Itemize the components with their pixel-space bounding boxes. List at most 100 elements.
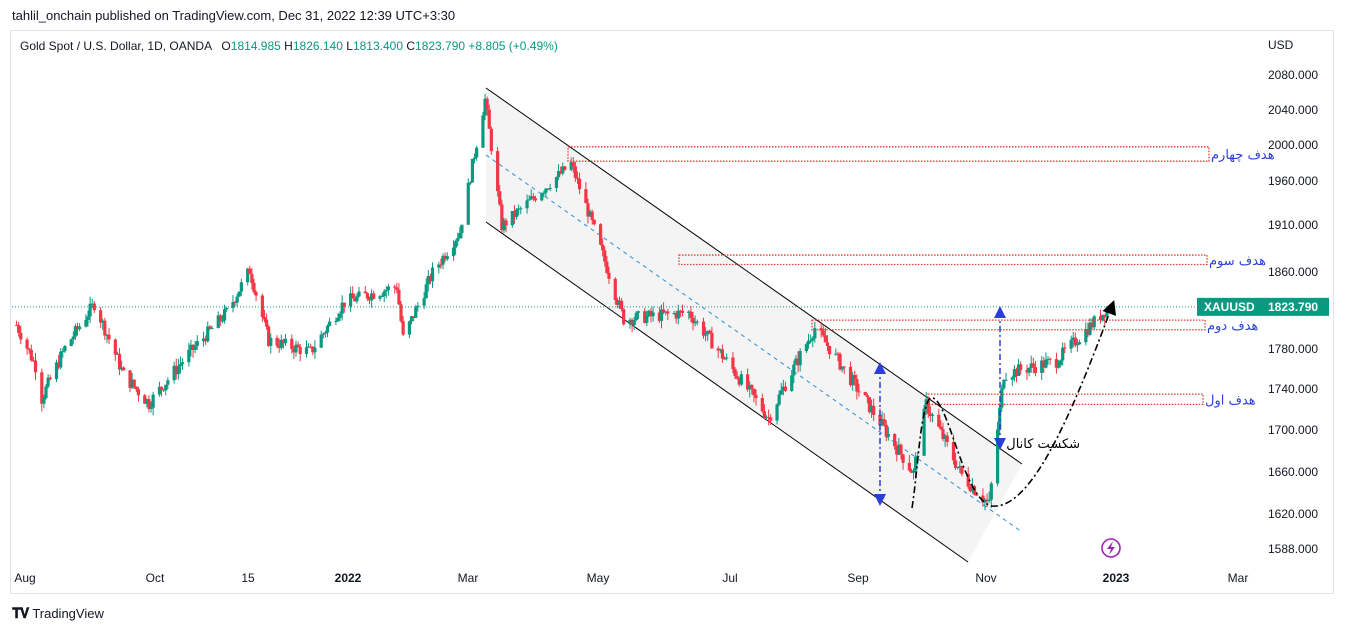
candle — [943, 433, 947, 447]
candle — [968, 483, 972, 493]
candle — [603, 246, 607, 267]
candle — [1054, 352, 1059, 374]
candle — [811, 336, 815, 348]
candle — [689, 306, 693, 323]
candle — [92, 301, 96, 313]
price-tick-label: 1960.000 — [1268, 174, 1318, 188]
candle — [458, 226, 462, 239]
candle — [739, 370, 743, 386]
candle — [825, 335, 830, 352]
time-tick-label: Sep — [847, 571, 869, 585]
price-axis[interactable]: USD 2080.000 2040.000 2000.000 1960.000 1910.… — [1197, 38, 1329, 556]
candle — [851, 372, 855, 391]
candle — [159, 386, 164, 397]
channel-mid-line — [485, 154, 1023, 533]
candle — [1027, 367, 1031, 377]
candle — [397, 283, 401, 306]
candle — [340, 295, 344, 321]
candle — [617, 296, 622, 309]
high-value: 1826.140 — [292, 39, 343, 53]
candle — [966, 466, 970, 489]
candle — [1044, 352, 1048, 369]
candle — [210, 325, 214, 330]
candle — [691, 311, 695, 331]
candle — [323, 330, 327, 338]
candle — [187, 342, 191, 367]
candle — [487, 104, 491, 129]
candle — [750, 384, 754, 395]
candle — [451, 240, 456, 261]
candle — [554, 176, 559, 193]
candle — [157, 381, 162, 397]
last-price-value: 1823.790 — [1268, 300, 1318, 314]
candle — [540, 192, 544, 202]
time-tick-label: Jul — [722, 571, 737, 585]
candle — [634, 311, 638, 322]
candle — [130, 372, 134, 390]
candle — [498, 184, 502, 206]
target-zone — [811, 319, 1206, 331]
candle — [103, 317, 107, 341]
axis-currency: USD — [1268, 38, 1294, 52]
candle — [930, 412, 935, 423]
candle — [836, 351, 840, 362]
candle — [380, 293, 384, 297]
candle — [1077, 339, 1082, 345]
time-axis[interactable]: Aug Oct 15 2022 Mar May Jul Sep Nov 2023 Mar — [14, 571, 1248, 585]
candle — [983, 498, 987, 511]
candle — [1075, 338, 1080, 352]
time-tick-label: Mar — [1228, 571, 1249, 585]
candle — [193, 341, 197, 354]
candle — [588, 209, 592, 217]
candle — [319, 330, 323, 349]
candle — [783, 381, 788, 393]
candle — [208, 325, 212, 330]
candle — [951, 434, 956, 465]
candle — [1040, 356, 1044, 381]
candle — [1042, 356, 1046, 373]
tradingview-logo-icon: 𝐓𝐕 — [12, 605, 29, 621]
candle — [899, 443, 903, 460]
candle — [304, 340, 309, 358]
target-label: هدف چهارم — [1211, 148, 1275, 163]
candle — [128, 370, 132, 393]
candle — [483, 93, 487, 121]
candle — [143, 393, 147, 404]
candle — [439, 258, 443, 269]
candle — [863, 391, 867, 396]
candle — [481, 111, 485, 148]
candle — [489, 126, 493, 155]
candle — [48, 374, 52, 381]
candle — [622, 308, 626, 326]
candle — [586, 198, 590, 224]
candle — [31, 356, 36, 362]
lightning-icon[interactable] — [1101, 538, 1121, 558]
candle — [311, 346, 315, 356]
candle — [437, 261, 441, 274]
footer: 𝐓𝐕 TradingView — [12, 605, 104, 622]
candle — [613, 277, 617, 305]
candle — [636, 310, 640, 320]
candle — [687, 310, 691, 320]
candle — [716, 346, 720, 359]
candle — [414, 304, 418, 319]
price-tick-label: 1780.000 — [1268, 342, 1318, 356]
candle — [666, 308, 670, 321]
candle — [334, 317, 338, 326]
candle — [63, 344, 67, 353]
channel-fill — [486, 88, 1022, 562]
candle — [1033, 360, 1038, 377]
candle — [225, 306, 229, 312]
time-tick-label: May — [587, 571, 610, 585]
candle — [367, 296, 372, 305]
candle — [619, 298, 624, 312]
candle — [823, 327, 827, 343]
candle — [176, 359, 180, 380]
candle — [584, 182, 588, 204]
candle — [659, 304, 664, 329]
candle — [628, 317, 632, 329]
chart-frame[interactable] — [10, 30, 1334, 594]
candle — [363, 286, 367, 294]
candle — [378, 295, 382, 302]
